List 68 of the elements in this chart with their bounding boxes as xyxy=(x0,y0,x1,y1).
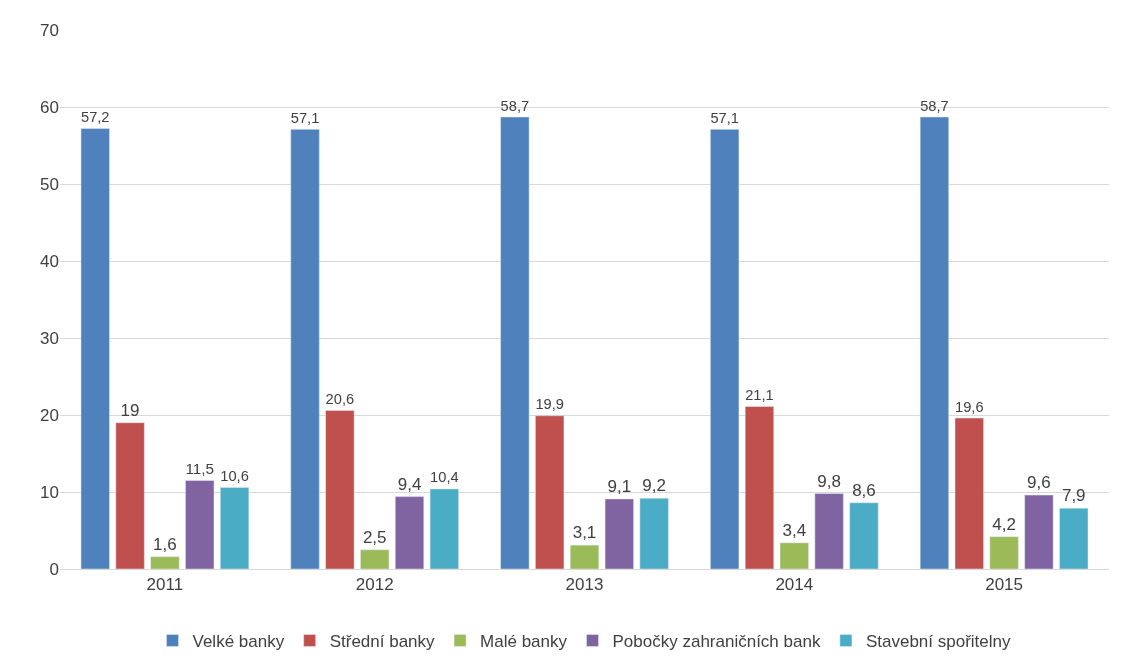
bar xyxy=(325,410,355,569)
bar xyxy=(80,128,110,569)
bar xyxy=(150,556,180,569)
data-label: 9,1 xyxy=(607,476,632,496)
y-tick-label: 60 xyxy=(40,97,59,117)
bar xyxy=(360,549,390,569)
bar xyxy=(919,116,949,569)
legend-label: Malé banky xyxy=(480,632,568,652)
y-tick-label: 20 xyxy=(40,405,59,425)
bar xyxy=(500,116,530,569)
data-label: 10,6 xyxy=(220,467,249,484)
legend-label: Pobočky zahraničních bank xyxy=(612,632,821,652)
data-label: 9,8 xyxy=(817,471,841,491)
legend-label: Střední banky xyxy=(329,632,436,652)
bar xyxy=(1059,507,1089,569)
bar xyxy=(779,542,809,569)
bar xyxy=(569,544,600,569)
bar xyxy=(954,417,984,569)
bar xyxy=(1024,494,1054,569)
bar xyxy=(604,498,634,569)
data-label: 7,9 xyxy=(1061,486,1086,506)
data-label: 8,6 xyxy=(852,480,876,500)
x-tick-label: 2014 xyxy=(775,575,814,595)
y-tick-label: 40 xyxy=(40,251,59,271)
bar xyxy=(710,129,740,569)
y-tick-label: 10 xyxy=(40,482,59,502)
legend-label: Stavební spořitelny xyxy=(865,632,1011,652)
y-tick-label: 70 xyxy=(40,20,59,40)
x-tick-label: 2011 xyxy=(146,575,184,595)
data-label: 57,2 xyxy=(80,109,110,126)
bar xyxy=(395,496,425,569)
bar xyxy=(814,493,844,569)
bar xyxy=(535,415,565,569)
data-label: 1,6 xyxy=(153,534,177,554)
data-label: 10,4 xyxy=(430,469,459,486)
bar xyxy=(744,406,774,569)
bar xyxy=(429,488,459,569)
bar xyxy=(220,487,250,569)
data-label: 58,7 xyxy=(920,97,949,114)
data-label: 58,7 xyxy=(500,97,530,114)
data-label: 19,6 xyxy=(955,398,984,415)
legend-label: Velké banky xyxy=(192,632,285,652)
data-label: 3,4 xyxy=(782,520,807,540)
data-label: 57,1 xyxy=(290,109,320,126)
bar xyxy=(290,129,320,569)
bar xyxy=(115,422,145,569)
data-label: 57,1 xyxy=(710,109,739,126)
bar xyxy=(185,480,215,569)
data-label: 9,6 xyxy=(1027,473,1051,493)
y-tick-label: 30 xyxy=(40,328,59,348)
y-tick-label: 50 xyxy=(40,174,59,194)
data-label: 4,2 xyxy=(992,514,1016,534)
data-label: 2,5 xyxy=(362,527,387,547)
bar xyxy=(849,502,879,569)
data-label: 9,4 xyxy=(397,474,422,494)
x-tick-label: 2013 xyxy=(565,575,604,595)
data-label: 21,1 xyxy=(745,387,774,404)
bar xyxy=(639,497,669,569)
data-label: 19,9 xyxy=(535,396,564,413)
x-tick-label: 2012 xyxy=(355,575,394,595)
data-label: 11,5 xyxy=(185,459,215,477)
data-label: 3,1 xyxy=(572,523,597,543)
y-tick-label: 0 xyxy=(49,559,59,579)
data-label: 9,2 xyxy=(642,476,666,496)
data-label: 20,6 xyxy=(325,390,355,407)
data-label: 19 xyxy=(120,400,140,420)
bar xyxy=(989,536,1019,569)
x-tick-label: 2015 xyxy=(985,575,1024,595)
